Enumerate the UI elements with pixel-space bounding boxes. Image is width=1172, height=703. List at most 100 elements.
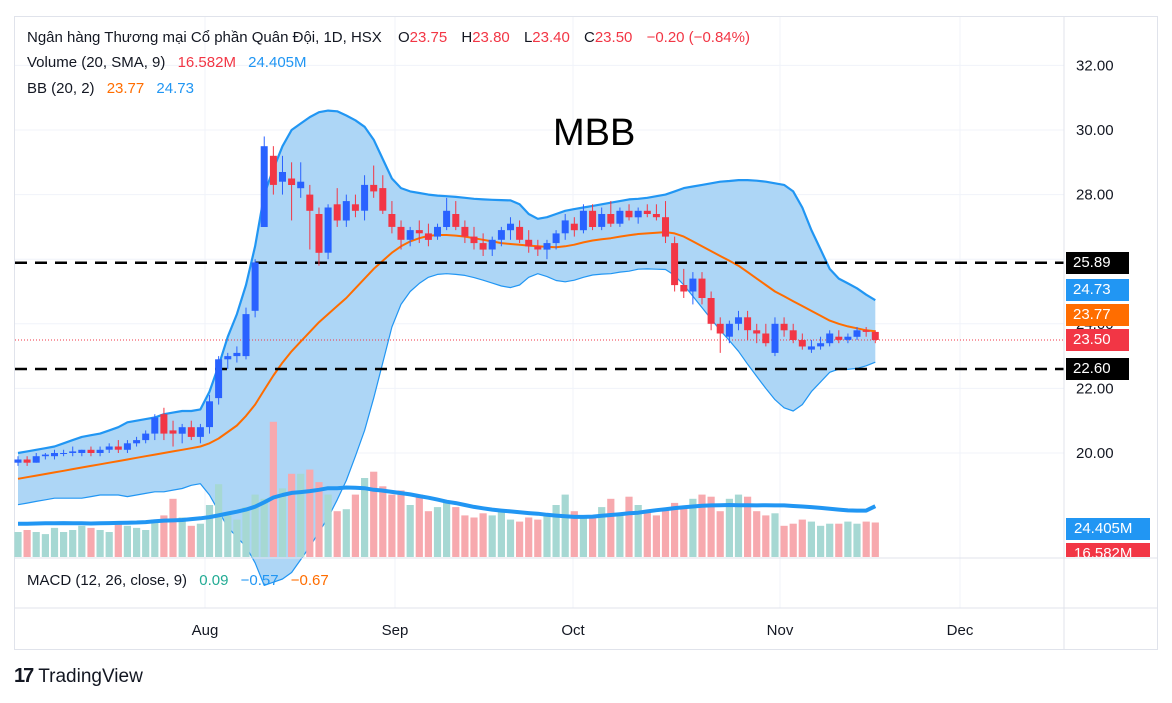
y-tick-label: 32.00 [1076, 57, 1114, 74]
candle-body [479, 243, 487, 250]
bb-legend: BB (20, 2) 23.77 24.73 [27, 80, 194, 98]
candle-body [798, 340, 806, 347]
candle-body [689, 278, 697, 292]
candle-body [78, 449, 86, 453]
volume-bar [23, 530, 31, 557]
candle-body [370, 184, 378, 192]
candle-body [534, 246, 542, 250]
candle-body [105, 446, 113, 450]
candle-body [406, 230, 414, 240]
candle-body [744, 317, 752, 331]
candle-body [142, 433, 150, 441]
volume-bar [151, 519, 159, 557]
candle-body [516, 226, 524, 240]
candle-body [69, 451, 77, 453]
volume-bar [652, 515, 660, 557]
candle-body [698, 278, 706, 298]
candle-body [598, 214, 606, 227]
candle-body [607, 214, 615, 224]
bb-legend-upper: 24.73 [156, 80, 194, 97]
candle-body [780, 323, 788, 331]
x-tick-label: Nov [767, 622, 794, 639]
volume-bar [251, 494, 259, 557]
volume-bar [78, 525, 86, 557]
candle-body [242, 314, 250, 357]
symbol-watermark: MBB [553, 112, 636, 154]
candle-body [862, 330, 870, 332]
volume-bar [534, 519, 542, 557]
candle-body [351, 204, 359, 211]
volume-bar [762, 515, 770, 557]
tradingview-name: TradingView [38, 666, 143, 687]
open-value: 23.75 [409, 29, 448, 46]
candle-body [844, 336, 852, 340]
candle-body [361, 184, 369, 211]
high-label: H [461, 29, 473, 46]
x-tick-label: Sep [382, 622, 409, 639]
candle-body [60, 453, 68, 454]
volume-bar [342, 509, 350, 557]
volume-bar [233, 519, 241, 557]
volume-bar [269, 421, 277, 557]
volume-bar [169, 498, 177, 557]
volume-bar [835, 523, 843, 557]
macd-legend-signal: −0.67 [290, 572, 329, 589]
volume-bar [716, 511, 724, 557]
volume-bar [734, 494, 743, 557]
candle-body [762, 333, 770, 344]
volume-bar [114, 523, 122, 557]
candle-body [616, 210, 624, 224]
volume-bar [798, 519, 806, 557]
volume-bar [516, 521, 524, 557]
volume-legend-label: Volume (20, SMA, 9) [27, 54, 166, 71]
bb-legend-basis: 23.77 [106, 80, 145, 97]
volume-bar [817, 525, 825, 557]
volume-bar [589, 515, 597, 557]
volume-bar [160, 515, 168, 557]
candle-body [23, 459, 31, 463]
candle-body [771, 323, 779, 353]
candle-body [196, 427, 204, 437]
volume-bar [324, 494, 332, 557]
volume-bar [744, 496, 752, 557]
volume-bar [488, 515, 496, 557]
volume-bar [224, 515, 232, 557]
macd-legend-hist: 0.09 [199, 572, 229, 589]
tradingview-logo[interactable]: 17 TradingView [14, 665, 143, 688]
volume-bar [871, 522, 879, 557]
candle-body [579, 210, 587, 231]
volume-bar [862, 521, 870, 557]
candle-body [589, 210, 597, 227]
volume-bar [497, 509, 505, 557]
x-tick-label: Oct [561, 622, 585, 639]
x-tick-label: Aug [192, 622, 219, 639]
volume-bar [634, 505, 642, 557]
candle-body [306, 194, 314, 211]
volume-bar [379, 486, 387, 557]
candle-body [297, 181, 305, 189]
macd-legend-macd: −0.57 [240, 572, 279, 589]
candle-body [206, 401, 213, 428]
candle-body [826, 333, 834, 344]
candle-body [625, 210, 633, 218]
candle-body [680, 285, 688, 292]
instrument-title: Ngân hàng Thương mại Cổ phần Quân Đội, 1… [27, 29, 382, 46]
candle-body [671, 243, 679, 286]
x-tick-label: Dec [947, 622, 974, 639]
volume-bar [415, 494, 423, 557]
candle-body [507, 223, 514, 231]
volume-bar [278, 488, 287, 557]
bb-upper-label: 24.73 [1066, 279, 1129, 301]
candle-body [96, 449, 104, 453]
bb-lower-line [17, 268, 876, 586]
volume-bar [844, 521, 852, 557]
y-tick-label: 28.00 [1076, 187, 1114, 204]
volume-bar [32, 532, 40, 557]
volume-sma-label: 24.405M [1066, 518, 1150, 540]
candle-body [151, 417, 159, 434]
bb-fill [18, 110, 876, 586]
volume-bar [698, 494, 706, 557]
volume-bar [470, 517, 478, 557]
volume-bar [14, 532, 22, 557]
